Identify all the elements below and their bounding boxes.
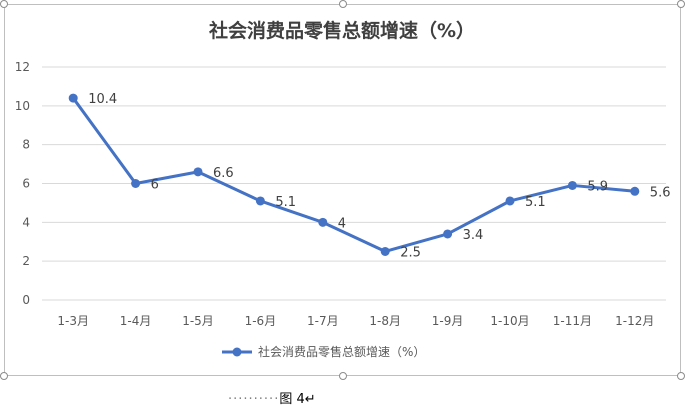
resize-handle-top-right[interactable] bbox=[677, 0, 685, 8]
y-tick-label-12: 12 bbox=[15, 60, 30, 74]
data-label-1-8月: 2.5 bbox=[400, 245, 421, 260]
y-tick-label-2: 2 bbox=[22, 254, 30, 268]
gridlines bbox=[42, 66, 666, 301]
data-point-1-8月 bbox=[380, 246, 390, 256]
x-axis-ticks: 1-3月 1-4月 1-5月 1-6月 1-7月 1-8月 1-9月 1-10月 1-11月 1-… bbox=[57, 314, 654, 328]
y-axis-ticks: 0 2 4 6 8 10 12 bbox=[15, 60, 30, 307]
data-point-1-5月 bbox=[193, 167, 203, 177]
data-label-1-6月: 5.1 bbox=[275, 195, 296, 210]
data-label-1-4月: 6 bbox=[151, 178, 159, 193]
legend-marker bbox=[232, 347, 242, 357]
data-point-1-3月 bbox=[68, 93, 78, 103]
data-label-1-11月: 5.9 bbox=[587, 179, 608, 194]
x-tick-label-1-10月: 1-10月 bbox=[490, 314, 529, 328]
y-tick-label-0: 0 bbox=[22, 293, 30, 307]
resize-handle-top-middle[interactable] bbox=[339, 0, 347, 8]
y-tick-label-10: 10 bbox=[15, 99, 30, 113]
data-label-1-10月: 5.1 bbox=[525, 195, 546, 210]
x-tick-label-1-11月: 1-11月 bbox=[553, 314, 592, 328]
resize-handle-bottom-left[interactable] bbox=[0, 372, 8, 380]
x-tick-label-1-6月: 1-6月 bbox=[245, 314, 277, 328]
data-point-1-4月 bbox=[131, 179, 141, 188]
caption-text: 图 4↵ bbox=[279, 392, 316, 407]
figure-caption: ··········图 4↵ bbox=[228, 388, 316, 407]
x-tick-label-1-8月: 1-8月 bbox=[369, 314, 401, 328]
y-tick-label-8: 8 bbox=[22, 138, 30, 152]
x-tick-label-1-3月: 1-3月 bbox=[57, 314, 89, 328]
data-label-1-12月: 5.6 bbox=[650, 185, 671, 200]
data-label-1-9月: 3.4 bbox=[463, 228, 484, 243]
chart-area[interactable] bbox=[4, 4, 681, 376]
series-line bbox=[71, 97, 635, 253]
data-point-1-11月 bbox=[567, 180, 577, 190]
data-point-1-6月 bbox=[255, 196, 265, 206]
x-tick-label-1-4月: 1-4月 bbox=[120, 314, 152, 328]
resize-handle-top-left[interactable] bbox=[0, 0, 8, 8]
x-tick-label-1-9月: 1-9月 bbox=[432, 314, 464, 328]
data-point-1-9月 bbox=[443, 229, 453, 239]
caption-leader-dots: ·········· bbox=[228, 392, 280, 407]
y-tick-label-6: 6 bbox=[22, 177, 30, 191]
data-point-1-7月 bbox=[318, 217, 328, 227]
legend: 社会消费品零售总额增速（%） bbox=[222, 344, 425, 359]
data-label-1-3月: 10.4 bbox=[88, 92, 117, 107]
data-point-1-12月 bbox=[630, 186, 640, 196]
x-tick-label-1-5月: 1-5月 bbox=[182, 314, 214, 328]
data-point-1-10月 bbox=[505, 196, 515, 206]
legend-label: 社会消费品零售总额增速（%） bbox=[258, 344, 425, 359]
chart-title: 社会消费品零售总额增速（%） bbox=[208, 19, 475, 42]
data-label-1-7月: 4 bbox=[338, 216, 346, 231]
resize-handle-bottom-middle[interactable] bbox=[339, 372, 347, 380]
x-tick-label-1-7月: 1-7月 bbox=[307, 314, 339, 328]
resize-handle-bottom-right[interactable] bbox=[677, 372, 685, 380]
data-label-1-5月: 6.6 bbox=[213, 166, 234, 181]
y-tick-label-4: 4 bbox=[22, 215, 30, 229]
x-tick-label-1-12月: 1-12月 bbox=[615, 314, 654, 328]
series-layer: 10.4 6 6.6 5.1 4 2.5 3.4 5.1 5.9 5.6 bbox=[68, 92, 671, 260]
